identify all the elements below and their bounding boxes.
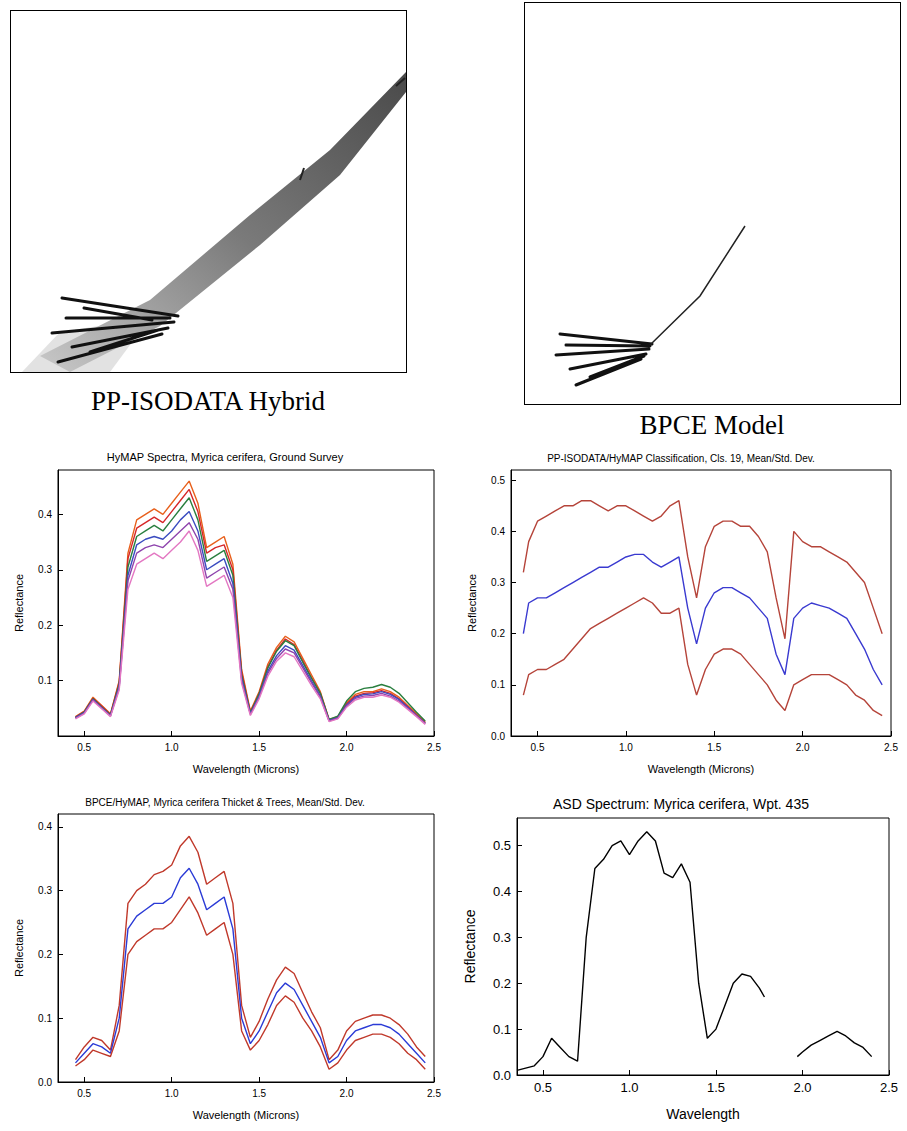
svg-text:Reflectance: Reflectance xyxy=(13,574,25,632)
svg-text:0.3: 0.3 xyxy=(493,930,511,945)
svg-text:2.5: 2.5 xyxy=(880,1080,898,1095)
svg-text:0.5: 0.5 xyxy=(531,742,545,753)
svg-text:0.2: 0.2 xyxy=(38,620,52,631)
svg-text:BPCE/HyMAP, Myrica cerifera Th: BPCE/HyMAP, Myrica cerifera Thicket & Tr… xyxy=(85,797,365,808)
svg-text:2.0: 2.0 xyxy=(796,742,810,753)
svg-text:0.5: 0.5 xyxy=(534,1080,552,1095)
svg-text:Reflectance: Reflectance xyxy=(462,909,478,983)
svg-text:2.5: 2.5 xyxy=(427,1088,441,1099)
svg-text:0.2: 0.2 xyxy=(491,628,505,639)
svg-text:0.4: 0.4 xyxy=(491,526,505,537)
svg-text:0.5: 0.5 xyxy=(77,1088,91,1099)
svg-text:0.0: 0.0 xyxy=(491,731,505,742)
svg-text:2.5: 2.5 xyxy=(427,742,441,753)
html-text:BPCE Model: BPCE Model xyxy=(639,410,785,440)
svg-text:1.5: 1.5 xyxy=(252,742,266,753)
svg-text:2.5: 2.5 xyxy=(884,742,898,753)
svg-text:0.2: 0.2 xyxy=(493,976,511,991)
svg-text:0.5: 0.5 xyxy=(77,742,91,753)
svg-text:0.0: 0.0 xyxy=(493,1068,511,1083)
svg-text:2.0: 2.0 xyxy=(340,1088,354,1099)
svg-text:1.5: 1.5 xyxy=(707,742,721,753)
svg-text:1.5: 1.5 xyxy=(707,1080,725,1095)
svg-text:0.5: 0.5 xyxy=(493,838,511,853)
svg-text:2.0: 2.0 xyxy=(340,742,354,753)
svg-text:0.1: 0.1 xyxy=(38,1013,52,1024)
svg-text:0.2: 0.2 xyxy=(38,949,52,960)
svg-text:Wavelength (Microns): Wavelength (Microns) xyxy=(648,763,755,775)
svg-text:0.0: 0.0 xyxy=(38,1077,52,1088)
svg-text:HyMAP Spectra, Myrica cerifera: HyMAP Spectra, Myrica cerifera, Ground S… xyxy=(107,451,344,463)
svg-text:Wavelength (Microns): Wavelength (Microns) xyxy=(193,1109,300,1121)
svg-text:2.0: 2.0 xyxy=(793,1080,811,1095)
svg-text:1.0: 1.0 xyxy=(619,742,633,753)
svg-text:0.1: 0.1 xyxy=(493,1022,511,1037)
svg-text:1.0: 1.0 xyxy=(165,1088,179,1099)
svg-text:Reflectance: Reflectance xyxy=(13,919,25,977)
svg-text:Reflectance: Reflectance xyxy=(466,574,478,632)
svg-text:0.5: 0.5 xyxy=(491,475,505,486)
svg-text:0.4: 0.4 xyxy=(493,884,511,899)
svg-text:0.3: 0.3 xyxy=(491,577,505,588)
svg-text:0.4: 0.4 xyxy=(38,821,52,832)
svg-text:0.1: 0.1 xyxy=(491,679,505,690)
svg-text:Wavelength: Wavelength xyxy=(666,1106,739,1122)
svg-text:0.3: 0.3 xyxy=(38,885,52,896)
html-text:PP-ISODATA Hybrid: PP-ISODATA Hybrid xyxy=(90,386,326,416)
svg-text:0.3: 0.3 xyxy=(38,564,52,575)
svg-text:0.1: 0.1 xyxy=(38,675,52,686)
svg-text:1.0: 1.0 xyxy=(620,1080,638,1095)
svg-text:ASD Spectrum: Myrica cerifera,: ASD Spectrum: Myrica cerifera, Wpt. 435 xyxy=(553,796,809,812)
svg-text:0.4: 0.4 xyxy=(38,509,52,520)
svg-text:1.5: 1.5 xyxy=(252,1088,266,1099)
svg-text:Wavelength (Microns): Wavelength (Microns) xyxy=(193,763,300,775)
svg-text:1.0: 1.0 xyxy=(165,742,179,753)
svg-text:PP-ISODATA/HyMAP Classificatio: PP-ISODATA/HyMAP Classification, Cls. 19… xyxy=(547,453,815,464)
